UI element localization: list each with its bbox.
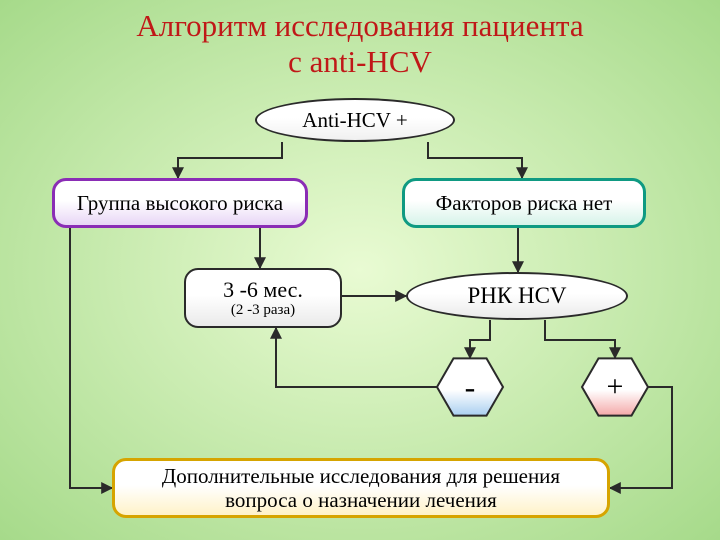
node-high-risk: Группа высокого риска bbox=[52, 178, 308, 228]
node-rnk-hcv: РНК HCV bbox=[406, 272, 628, 320]
node-minus-label: - bbox=[465, 369, 476, 406]
edge-minus-to-36 bbox=[276, 328, 437, 387]
node-no-risk-label: Факторов риска нет bbox=[436, 191, 613, 215]
edge-anti-to-highrisk bbox=[178, 142, 282, 178]
node-rnk-hcv-label: РНК HCV bbox=[467, 283, 566, 309]
edge-rnk-to-plus bbox=[545, 320, 615, 358]
node-bottom: Дополнительные исследования для решения … bbox=[112, 458, 610, 518]
diagram-title: Алгоритм исследования пациента с anti-HC… bbox=[0, 8, 720, 79]
node-bottom-label: Дополнительные исследования для решения … bbox=[162, 464, 560, 512]
node-three-six-sub: (2 -3 раза) bbox=[223, 302, 303, 319]
edge-rnk-to-minus bbox=[470, 320, 490, 358]
node-three-six-months: 3 -6 мес. (2 -3 раза) bbox=[184, 268, 342, 328]
node-no-risk: Факторов риска нет bbox=[402, 178, 646, 228]
edge-highrisk-to-bottom bbox=[70, 228, 112, 488]
edge-anti-to-norisk bbox=[428, 142, 522, 178]
node-plus-label: + bbox=[607, 370, 624, 405]
node-anti-hcv-label: Anti-HCV + bbox=[302, 108, 407, 132]
node-anti-hcv: Anti-HCV + bbox=[255, 98, 455, 142]
node-three-six-main: 3 -6 мес. bbox=[223, 277, 303, 302]
node-plus: + bbox=[582, 354, 648, 420]
diagram-canvas: Алгоритм исследования пациента с anti-HC… bbox=[0, 0, 720, 540]
node-high-risk-label: Группа высокого риска bbox=[77, 191, 283, 215]
node-minus: - bbox=[437, 354, 503, 420]
